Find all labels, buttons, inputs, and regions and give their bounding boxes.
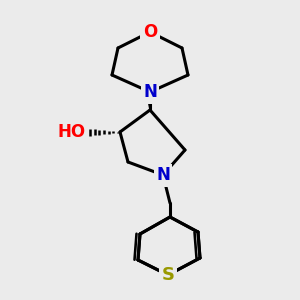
Text: HO: HO — [58, 123, 86, 141]
Text: N: N — [156, 166, 170, 184]
Text: S: S — [161, 266, 175, 284]
Polygon shape — [146, 92, 154, 110]
Text: O: O — [143, 23, 157, 41]
Text: N: N — [143, 83, 157, 101]
